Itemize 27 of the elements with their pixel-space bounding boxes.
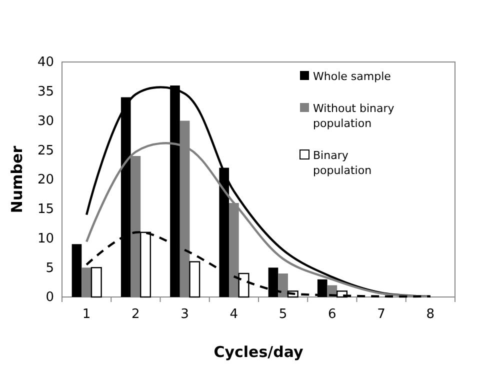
x-tick-label: 8 <box>426 307 435 322</box>
x-tick-label: 4 <box>230 307 238 322</box>
legend-label: Without binary population <box>313 102 395 130</box>
legend-label: Whole sample <box>313 70 392 83</box>
y-tick-label: 25 <box>37 143 54 158</box>
x-axis-title: Cycles/day <box>214 343 304 361</box>
y-tick-label: 10 <box>37 231 54 246</box>
bar <box>90 267 102 298</box>
y-tick-label: 30 <box>37 114 54 129</box>
y-axis-title: Number <box>8 145 26 214</box>
x-tick-label: 7 <box>377 307 386 322</box>
bar <box>278 274 288 297</box>
y-tick-label: 0 <box>46 290 54 306</box>
x-tick-label: 5 <box>278 307 288 322</box>
bar <box>72 244 82 297</box>
bar <box>82 268 92 297</box>
y-tick-label: 35 <box>37 84 54 100</box>
x-tick-label: 3 <box>180 307 189 322</box>
x-tick-label: 2 <box>132 307 140 322</box>
y-tick-label: 5 <box>46 260 54 276</box>
y-tick-label: 20 <box>37 172 54 188</box>
bar <box>189 261 200 298</box>
y-tick-label: 40 <box>37 55 54 70</box>
legend-label: Binary population <box>313 149 372 177</box>
x-tick-label: 6 <box>328 307 336 322</box>
x-tick-label: 1 <box>82 307 91 322</box>
y-tick-label: 15 <box>37 202 54 218</box>
